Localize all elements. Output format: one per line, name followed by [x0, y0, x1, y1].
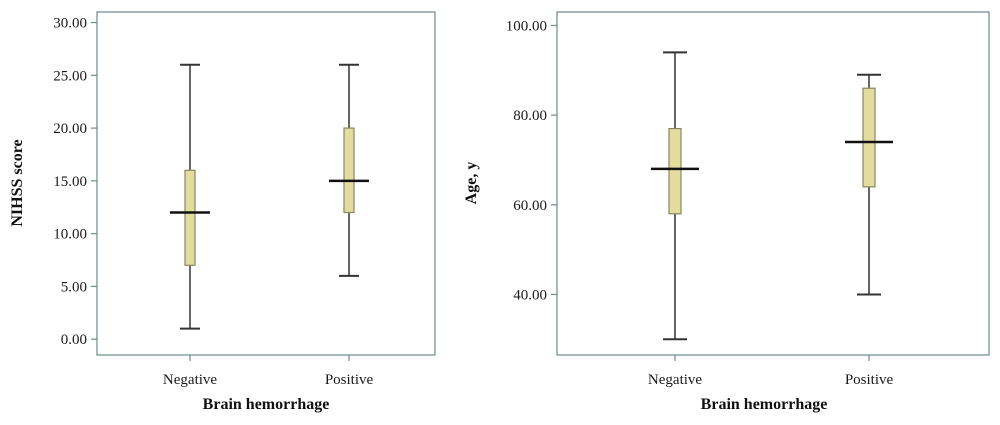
y-tick-label: 60.00 — [513, 198, 547, 214]
chart-nihss-score: 0.00 5.00 10.00 15.00 20.00 25.00 30.00 Negativ… — [9, 11, 436, 413]
y-axis-ticks: 0.00 5.00 10.00 15.00 20.00 25.00 30.00 Negativ… — [53, 16, 373, 388]
box-iqr-positive — [862, 87, 876, 188]
x-tick-label: Negative — [163, 372, 217, 388]
y-axis-title: NIHSS score — [9, 139, 26, 226]
y-tick-label: 30.00 — [53, 16, 87, 32]
x-tick-label: Negative — [648, 372, 702, 388]
x-tick-label: Positive — [325, 372, 374, 388]
chart-age: 40.00 60.00 80.00 100.00 Negative Positive Br… — [463, 11, 990, 413]
x-tick-label: Positive — [845, 372, 894, 388]
y-tick-label: 5.00 — [61, 279, 87, 295]
y-tick-label: 80.00 — [513, 108, 547, 124]
box-iqr-negative — [184, 169, 196, 266]
box-group — [170, 63, 369, 330]
y-tick-label: 0.00 — [61, 332, 87, 348]
box-iqr-positive — [343, 127, 355, 214]
x-axis-title: Brain hemorrhage — [203, 396, 330, 413]
plot-frame — [96, 11, 436, 356]
y-tick-label: 100.00 — [506, 18, 547, 34]
y-axis-title: Age, y — [463, 162, 480, 205]
y-tick-label: 25.00 — [53, 68, 87, 84]
x-axis-title: Brain hemorrhage — [701, 396, 828, 413]
y-tick-label: 15.00 — [53, 174, 87, 190]
box-group — [651, 51, 893, 341]
y-tick-label: 20.00 — [53, 121, 87, 137]
box-iqr-negative — [668, 127, 682, 215]
plot-frame — [556, 11, 990, 356]
y-axis-ticks: 40.00 60.00 80.00 100.00 Negative Positive — [506, 18, 894, 388]
y-tick-label: 40.00 — [513, 287, 547, 303]
y-tick-label: 10.00 — [53, 227, 87, 243]
